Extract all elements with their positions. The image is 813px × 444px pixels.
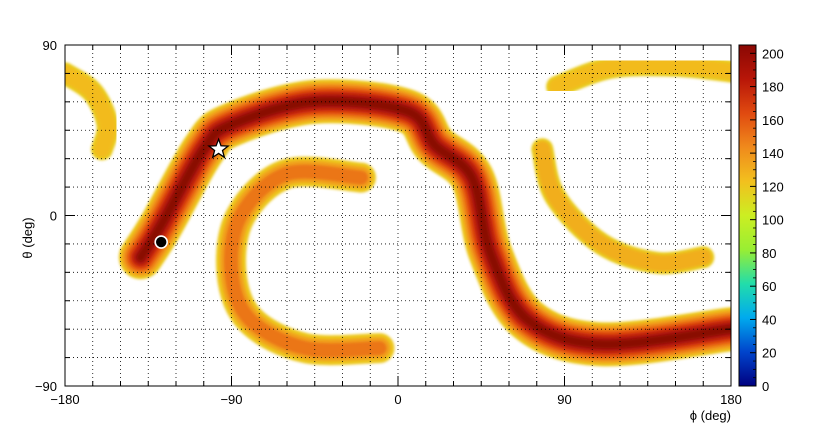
colorbar-tick-label: 60 (762, 279, 776, 294)
colorbar-tick-label: 120 (762, 179, 784, 194)
circle-marker (154, 235, 168, 249)
y-tick-label: 0 (50, 209, 57, 224)
grid-lines (65, 45, 731, 386)
colorbar-ticks: 0 20 40 60 80 100 120 140 160 180 200 (750, 46, 784, 394)
colorbar-tick-label: 140 (762, 146, 784, 161)
colorbar-tick-label: 100 (762, 213, 784, 228)
y-axis-label: θ (deg) (20, 217, 35, 258)
x-tick-label: −90 (220, 392, 242, 407)
x-tick-label: 0 (394, 392, 401, 407)
colorbar-gradient (738, 44, 757, 387)
y-tick-label: −90 (35, 379, 57, 394)
x-tick-label: 90 (557, 392, 571, 407)
colorbar-tick-label: 80 (762, 246, 776, 261)
colorbar-tick-label: 160 (762, 113, 784, 128)
colorbar-tick-label: 0 (762, 379, 769, 394)
star-marker (207, 137, 230, 159)
x-tick-label: −180 (50, 392, 79, 407)
colorbar-tick-label: 200 (762, 46, 784, 61)
heat-region-upper-left-arc (65, 62, 119, 161)
colorbar-tick-label: 180 (762, 80, 784, 95)
colorbar-tick-label: 20 (762, 346, 776, 361)
colorbar: 0 20 40 60 80 100 120 140 160 180 200 (738, 44, 784, 394)
y-tick-label: 90 (43, 38, 57, 53)
x-axis-label: ϕ (deg) (690, 408, 731, 423)
heat-region-upper-right-arc (546, 54, 731, 98)
x-tick-label: 180 (720, 392, 742, 407)
colorbar-tick-label: 40 (762, 312, 776, 327)
markers (154, 137, 230, 249)
